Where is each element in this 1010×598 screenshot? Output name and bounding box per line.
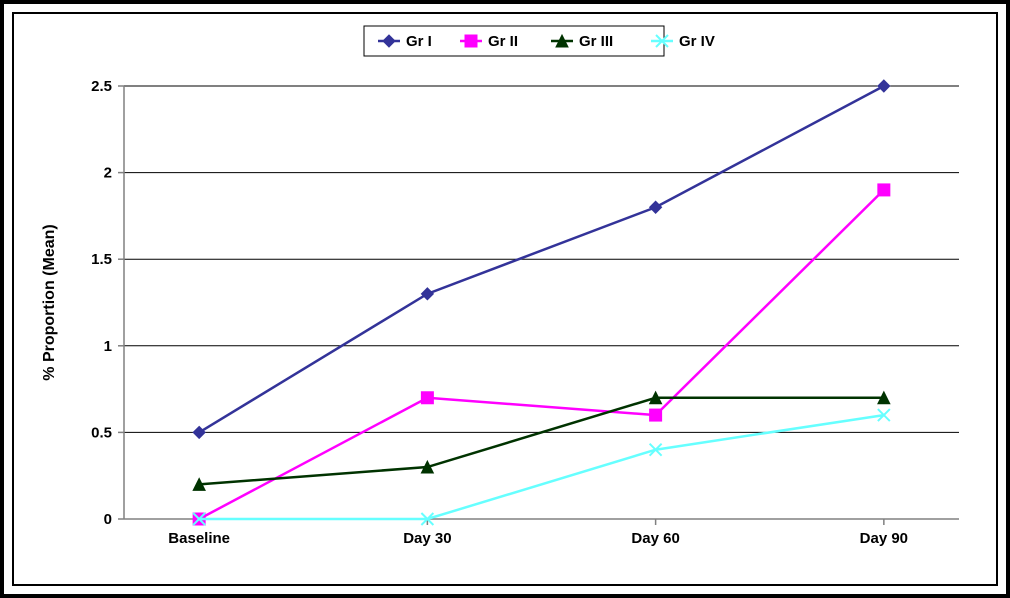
x-tick-label: Day 30 <box>403 530 451 547</box>
x-tick-label: Baseline <box>168 530 230 547</box>
y-axis-label: % Proportion (Mean) <box>41 224 58 380</box>
x-tick-label: Day 60 <box>631 530 679 547</box>
y-tick-label: 2.5 <box>91 78 112 95</box>
legend-label: Gr II <box>488 33 518 50</box>
legend-label: Gr I <box>406 33 432 50</box>
marker-square <box>421 392 433 404</box>
outer-frame: 0 0.5 1 1.5 2 2.5 Baseline Day 30 Day 60 Day 90 % … <box>0 0 1010 598</box>
y-tick-label: 0 <box>104 511 112 528</box>
line-chart: 0 0.5 1 1.5 2 2.5 Baseline Day 30 Day 60 Day 90 % … <box>14 14 996 584</box>
y-tick-label: 0.5 <box>91 424 112 441</box>
legend-label: Gr III <box>579 33 613 50</box>
marker-square <box>878 184 890 196</box>
marker-square <box>650 409 662 421</box>
y-tick-label: 2 <box>104 165 112 182</box>
x-tick-label: Day 90 <box>860 530 908 547</box>
legend-label: Gr IV <box>679 33 715 50</box>
y-tick-label: 1 <box>104 338 112 355</box>
y-tick-label: 1.5 <box>91 251 112 268</box>
plot-area <box>124 86 959 519</box>
inner-frame: 0 0.5 1 1.5 2 2.5 Baseline Day 30 Day 60 Day 90 % … <box>12 12 998 586</box>
marker-square <box>465 35 477 47</box>
chart-svg: 0 0.5 1 1.5 2 2.5 Baseline Day 30 Day 60 Day 90 % … <box>14 14 996 584</box>
